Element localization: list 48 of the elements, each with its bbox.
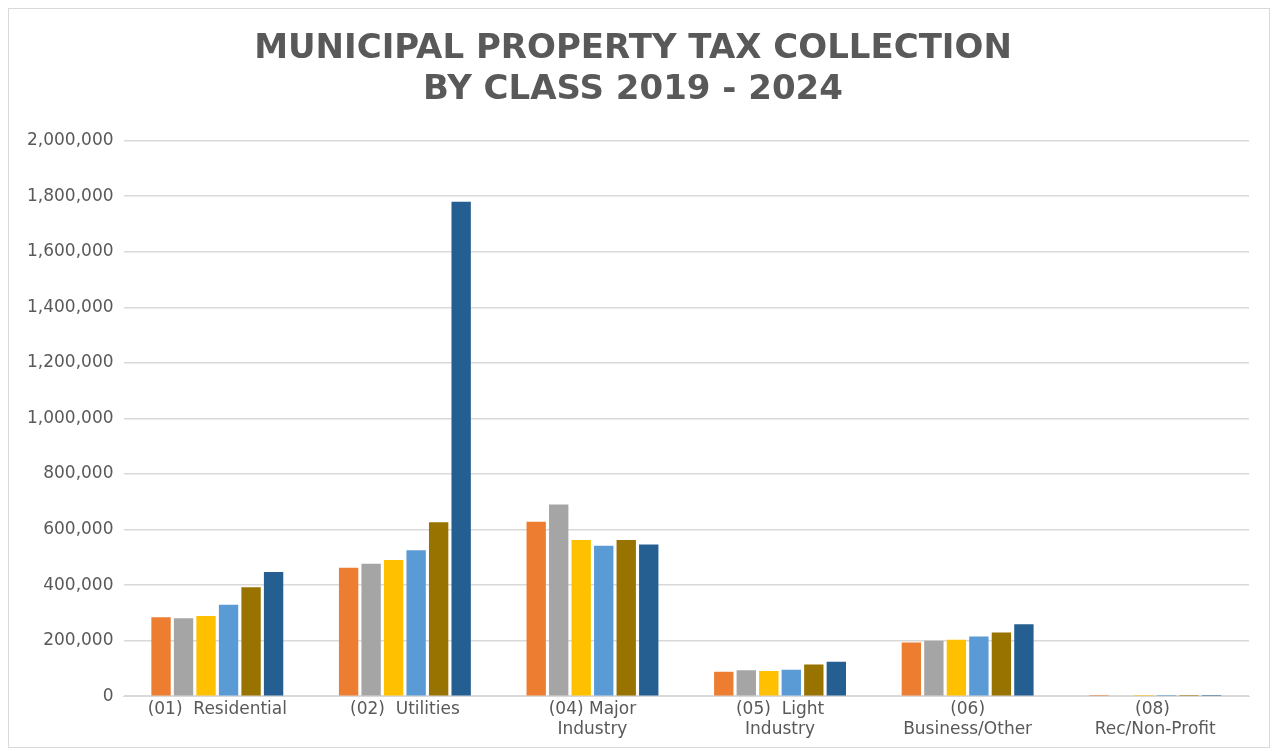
x-tick-label: (05) Light Industry (735, 697, 825, 739)
bar (736, 670, 756, 696)
y-tick-label: 200,000 (43, 629, 114, 650)
bar (151, 617, 171, 696)
bar (451, 201, 471, 696)
bar (639, 544, 659, 696)
y-tick-label: 1,200,000 (26, 351, 114, 372)
y-tick-label: 1,000,000 (26, 406, 114, 427)
bar (714, 671, 734, 696)
chart-title: MUNICIPAL PROPERTY TAX COLLECTION BY CLASS 2019 - 2024 (254, 26, 1012, 108)
bar (218, 604, 239, 696)
bar (804, 664, 824, 696)
bar (526, 521, 546, 696)
y-tick-label: 1,800,000 (26, 184, 114, 205)
y-tick-label: 2,000,000 (26, 129, 114, 150)
bar (173, 618, 194, 696)
bar (428, 522, 449, 696)
bar (406, 550, 426, 696)
x-tick-label: (04) Major Industry (548, 697, 637, 739)
y-tick-label: 0 (102, 684, 114, 705)
bar (946, 639, 967, 696)
bar (383, 560, 404, 696)
y-tick-label: 1,400,000 (26, 295, 114, 316)
bar (1014, 624, 1034, 696)
bar (616, 540, 636, 696)
x-tick-label: (01) Residential (147, 697, 287, 718)
bar (759, 670, 779, 696)
y-tick-label: 400,000 (43, 573, 114, 594)
bar (781, 669, 801, 696)
bar (924, 640, 944, 696)
bar (241, 587, 261, 696)
y-tick-label: 600,000 (43, 517, 114, 538)
x-tick-label: (06) Business/Other (903, 697, 1033, 739)
bar (361, 563, 381, 696)
y-tick-label: 1,600,000 (26, 240, 114, 261)
bar (991, 632, 1012, 696)
bar (263, 572, 284, 696)
bar (549, 504, 569, 696)
x-tick-label: (02) Utilities (350, 697, 460, 718)
bar (571, 540, 591, 696)
bar (338, 567, 359, 696)
bar (901, 642, 922, 696)
bar (196, 615, 216, 696)
y-tick-label: 800,000 (43, 462, 114, 483)
bar (826, 661, 846, 696)
bar (969, 636, 989, 696)
bar (594, 545, 614, 696)
x-tick-label: (08) Rec/Non-Profit (1094, 697, 1217, 739)
